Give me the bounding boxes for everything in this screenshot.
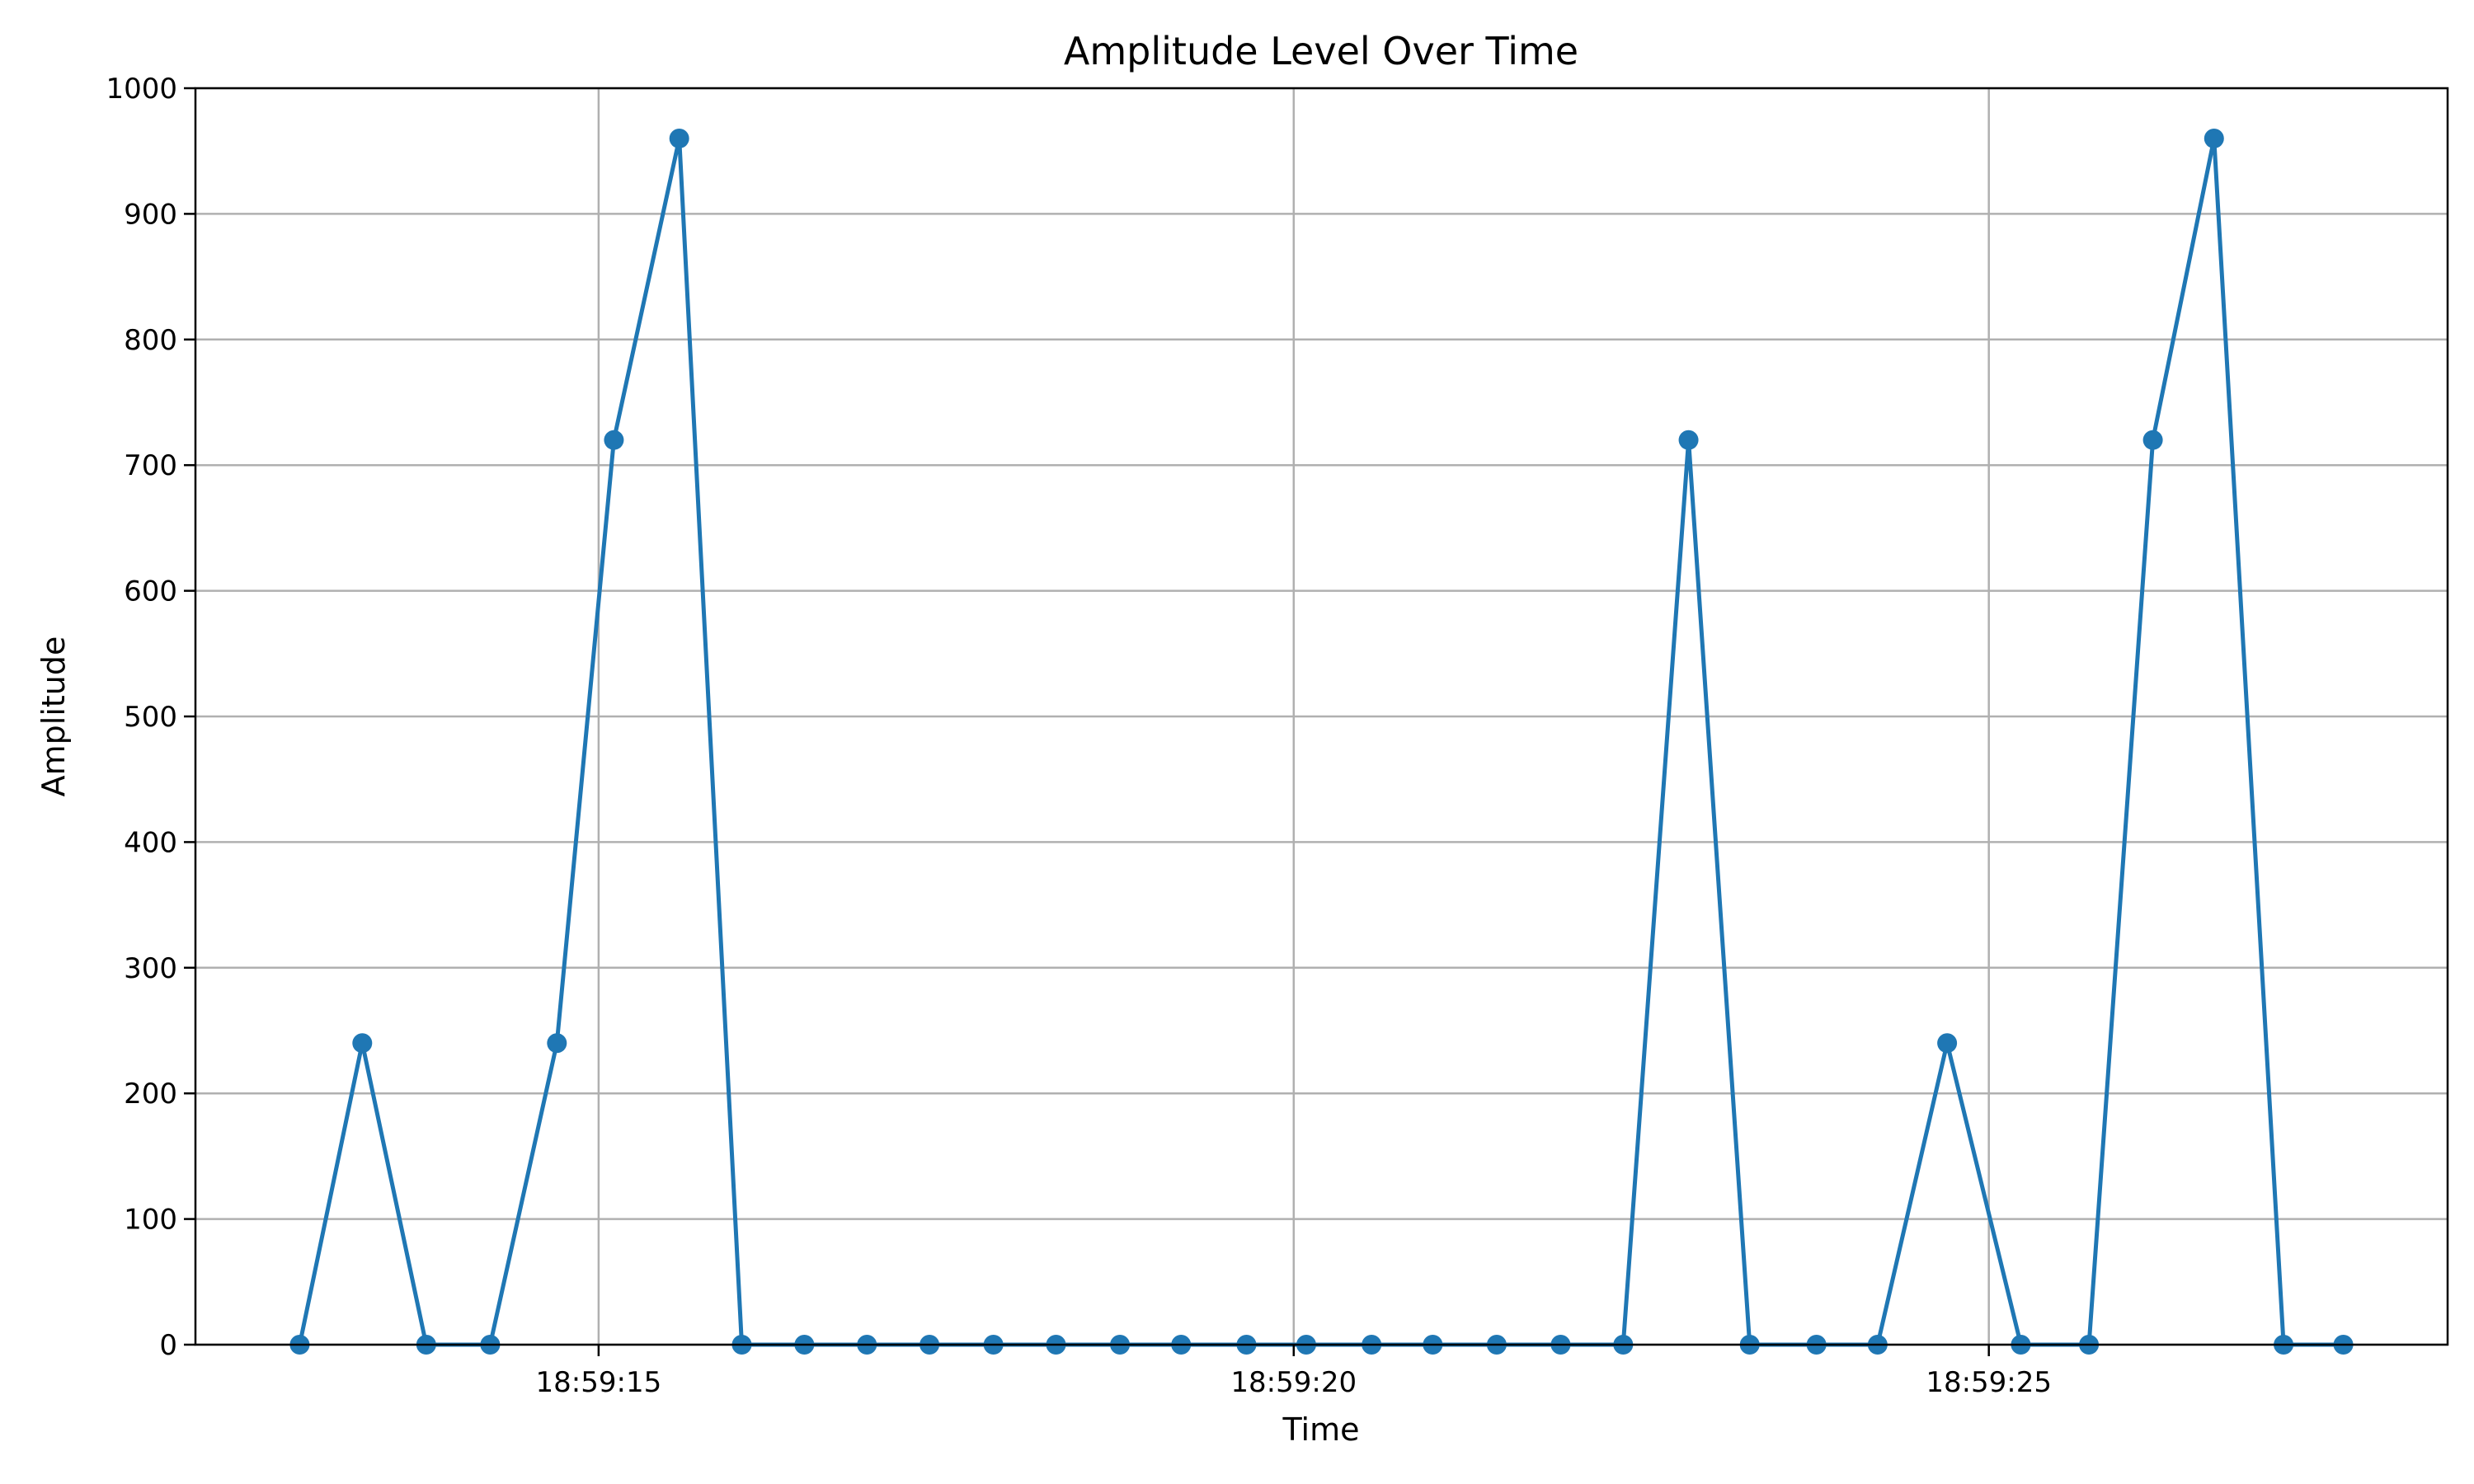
y-tick-label: 600 — [124, 575, 177, 608]
data-point — [2142, 430, 2163, 450]
y-tick-label: 500 — [124, 701, 177, 734]
y-tick-label: 0 — [159, 1329, 177, 1362]
data-point — [2204, 128, 2224, 148]
y-tick-label: 900 — [124, 198, 177, 231]
x-axis-title: Time — [1282, 1411, 1360, 1448]
ticks: 0 100 200 300 400 500 600 700 800 900 1000 18:59:15… — [106, 73, 2052, 1399]
x-tick-label: 18:59:20 — [1230, 1366, 1357, 1399]
y-tick-label: 1000 — [106, 73, 177, 106]
y-tick-label: 100 — [124, 1204, 177, 1237]
data-point — [547, 1033, 567, 1054]
data-point — [352, 1033, 373, 1054]
y-tick-label: 200 — [124, 1078, 177, 1111]
data-point — [669, 128, 689, 148]
y-tick-label: 800 — [124, 324, 177, 357]
chart-title: Amplitude Level Over Time — [1064, 29, 1578, 73]
y-tick-label: 300 — [124, 952, 177, 985]
y-tick-label: 700 — [124, 449, 177, 482]
y-tick-label: 400 — [124, 826, 177, 859]
x-tick-label: 18:59:15 — [536, 1366, 662, 1399]
data-point — [1937, 1033, 1958, 1054]
y-axis-title: Amplitude — [35, 636, 72, 797]
data-point — [604, 430, 624, 450]
x-tick-label: 18:59:25 — [1926, 1366, 2052, 1399]
data-point — [1678, 430, 1699, 450]
